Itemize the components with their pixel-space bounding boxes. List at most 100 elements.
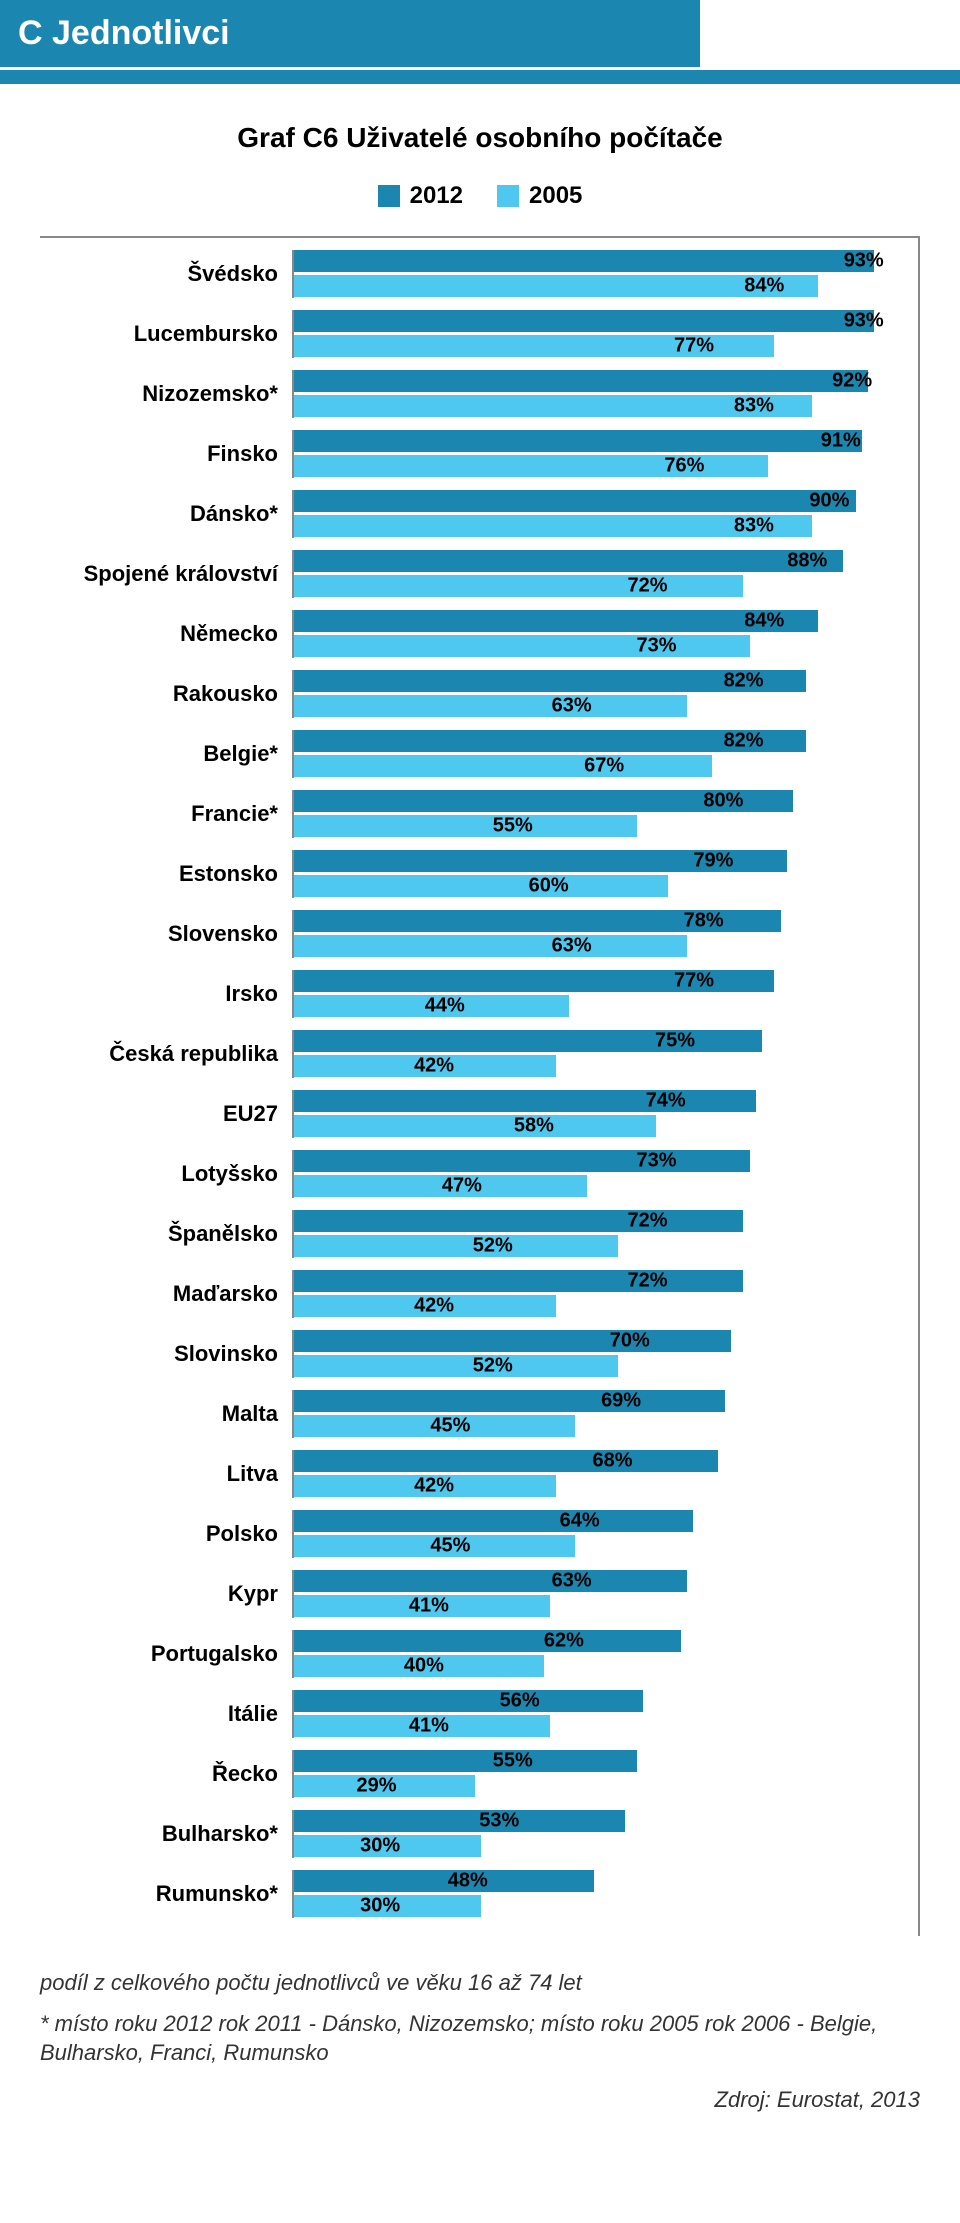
bars-cell: 72%42% xyxy=(292,1270,918,1318)
bar-2005: 83% xyxy=(294,515,812,537)
bar-value-2012: 68% xyxy=(593,1450,633,1473)
chart-row: Malta69%45% xyxy=(40,1390,918,1438)
chart-plot-area: Švédsko93%84%Lucembursko93%77%Nizozemsko… xyxy=(40,236,920,1936)
chart-row: Finsko91%76% xyxy=(40,430,918,478)
bar-2005: 58% xyxy=(294,1115,656,1137)
bars-cell: 91%76% xyxy=(292,430,918,478)
chart-row: Kypr63%41% xyxy=(40,1570,918,1618)
category-label: Francie* xyxy=(40,790,292,838)
bar-2012: 69% xyxy=(294,1390,725,1412)
bar-2012: 62% xyxy=(294,1630,681,1652)
bar-2012: 80% xyxy=(294,790,793,812)
bar-value-2005: 63% xyxy=(552,935,592,958)
chart-wrapper: Švédsko93%84%Lucembursko93%77%Nizozemsko… xyxy=(40,236,920,1936)
bar-2012: 64% xyxy=(294,1510,693,1532)
source-line: Zdroj: Eurostat, 2013 xyxy=(0,2087,920,2113)
legend-swatch-2005 xyxy=(497,185,519,207)
bar-value-2005: 45% xyxy=(430,1415,470,1438)
bar-value-2005: 29% xyxy=(356,1775,396,1798)
bar-2005: 52% xyxy=(294,1235,618,1257)
bar-value-2012: 69% xyxy=(601,1390,641,1413)
category-label: Německo xyxy=(40,610,292,658)
bar-2012: 92% xyxy=(294,370,868,392)
category-label: Nizozemsko* xyxy=(40,370,292,418)
bars-cell: 90% 83% xyxy=(292,490,918,538)
bar-value-2012: 90% xyxy=(809,490,849,513)
chart-row: Lotyšsko73%47% xyxy=(40,1150,918,1198)
bar-2005: 73% xyxy=(294,635,750,657)
bar-value-2005: 44% xyxy=(425,995,465,1018)
bar-2012: 79% xyxy=(294,850,787,872)
chart-row: Německo84%73% xyxy=(40,610,918,658)
bar-2012: 72% xyxy=(294,1210,743,1232)
category-label: Lucembursko xyxy=(40,310,292,358)
chart-row: Belgie*82%67% xyxy=(40,730,918,778)
bar-value-2012: 79% xyxy=(693,850,733,873)
bars-cell: 55%29% xyxy=(292,1750,918,1798)
chart-row: Rumunsko*48%30% xyxy=(40,1870,918,1918)
bar-value-2012: 72% xyxy=(627,1210,667,1233)
category-label: Irsko xyxy=(40,970,292,1018)
header-underline xyxy=(0,70,960,84)
bar-value-2005: 30% xyxy=(360,1835,400,1858)
bars-cell: 93%77% xyxy=(292,310,918,358)
bar-value-2005: 42% xyxy=(414,1055,454,1078)
bar-2012: 93% xyxy=(294,250,874,272)
bar-2005: 67% xyxy=(294,755,712,777)
legend-swatch-2012 xyxy=(378,185,400,207)
chart-row: Spojené království88% 72% xyxy=(40,550,918,598)
bar-value-2005: 52% xyxy=(473,1355,513,1378)
bars-cell: 92%83% xyxy=(292,370,918,418)
bar-2005: 30% xyxy=(294,1835,481,1857)
chart-row: Lucembursko93%77% xyxy=(40,310,918,358)
chart-row: Itálie56%41% xyxy=(40,1690,918,1738)
bar-value-2012: 70% xyxy=(610,1330,650,1353)
bar-value-2012: 48% xyxy=(448,1870,488,1893)
chart-row: Rakousko82%63% xyxy=(40,670,918,718)
bar-2005: 47% xyxy=(294,1175,587,1197)
bars-cell: 93% 84% xyxy=(292,250,918,298)
bars-cell: 62%40% xyxy=(292,1630,918,1678)
bar-value-2012: 75% xyxy=(655,1030,695,1053)
bar-2005: 41% xyxy=(294,1715,550,1737)
category-label: Spojené království xyxy=(40,550,292,598)
bar-2005: 42% xyxy=(294,1295,556,1317)
bars-cell: 84%73% xyxy=(292,610,918,658)
bars-cell: 73%47% xyxy=(292,1150,918,1198)
page: C Jednotlivci Graf C6 Uživatelé osobního… xyxy=(0,0,960,2173)
bars-cell: 77%44% xyxy=(292,970,918,1018)
bar-2005: 42% xyxy=(294,1475,556,1497)
category-label: Španělsko xyxy=(40,1210,292,1258)
chart-row: Česká republika75%42% xyxy=(40,1030,918,1078)
category-label: Estonsko xyxy=(40,850,292,898)
bar-2012: 82% xyxy=(294,730,806,752)
bar-2005: 83% xyxy=(294,395,812,417)
bar-value-2005: 67% xyxy=(584,755,624,778)
category-label: EU27 xyxy=(40,1090,292,1138)
bar-value-2005: 60% xyxy=(529,875,569,898)
bar-value-2012: 93% xyxy=(844,250,884,273)
bar-2012: 55% xyxy=(294,1750,637,1772)
bar-2005: 84% xyxy=(294,275,818,297)
bar-2005: 63% xyxy=(294,695,687,717)
bar-2012: 72% xyxy=(294,1270,743,1292)
bar-2012: 88% xyxy=(294,550,843,572)
category-label: Litva xyxy=(40,1450,292,1498)
bar-2005: 40% xyxy=(294,1655,544,1677)
bar-2012: 53% xyxy=(294,1810,625,1832)
bar-value-2005: 52% xyxy=(473,1235,513,1258)
bar-value-2005: 83% xyxy=(734,515,774,538)
chart-row: Nizozemsko*92%83% xyxy=(40,370,918,418)
bar-2012: 48% xyxy=(294,1870,594,1892)
bar-value-2005: 55% xyxy=(493,815,533,838)
bar-2012: 78% xyxy=(294,910,781,932)
bar-value-2005: 58% xyxy=(514,1115,554,1138)
bar-2005: 72% xyxy=(294,575,743,597)
bar-value-2012: 53% xyxy=(479,1810,519,1833)
bar-value-2012: 78% xyxy=(684,910,724,933)
section-header: C Jednotlivci xyxy=(0,0,700,67)
bar-value-2005: 41% xyxy=(409,1595,449,1618)
bars-cell: 64%45% xyxy=(292,1510,918,1558)
bars-cell: 72% 52% xyxy=(292,1210,918,1258)
footnote-population: podíl z celkového počtu jednotlivců ve v… xyxy=(40,1970,920,1996)
